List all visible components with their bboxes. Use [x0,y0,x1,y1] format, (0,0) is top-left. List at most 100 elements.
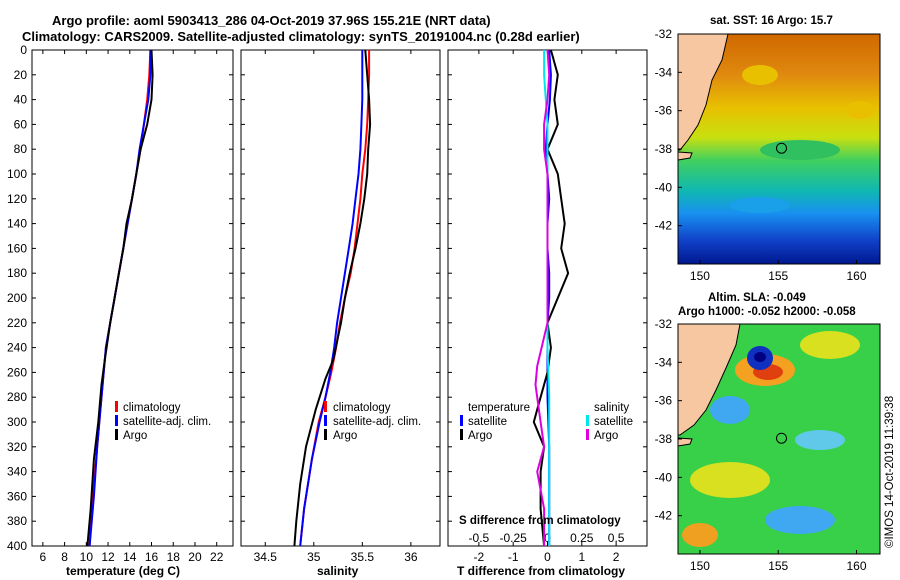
x-tick-label: 6 [40,550,47,564]
x-tick-label: 10 [80,550,94,564]
legend-label-argo: Argo [123,430,147,442]
x-tick-label: 1 [578,550,585,564]
map-y-tick-label: -34 [655,65,673,79]
series-line-argo [86,49,154,547]
temperature-axes: 0 20 40 60 80 100 120 140 160 180 200 220 240 260 280 3… [7,43,233,564]
legend-swatch-argo [115,429,118,440]
x-tick-label: 22 [210,550,224,564]
legend-label-satellite: satellite-adj. clim. [123,416,211,428]
legend-label-t-satellite: satellite [468,416,507,428]
legend-label-s-satellite: satellite [594,416,633,428]
x-tick-label: 20 [188,550,202,564]
map-x-tick-label: 150 [690,269,710,283]
y-tick-label: 100 [7,167,27,181]
series-line-t-argo [532,49,570,547]
sla-land [678,324,741,436]
argo-float-marker [776,432,788,444]
legend-swatch-satellite [324,415,327,426]
x-tick-label: 35.5 [351,550,375,564]
difference-xlabel: T difference from climatology [457,564,625,578]
sst-map-axes: -32 -34 -36 -38 -40 -42 150 155 160 [655,27,867,283]
y-tick-label: 320 [7,440,27,454]
y-tick-label: 360 [7,489,27,503]
legend-title-temperature: temperature [468,402,530,414]
sla-orange-patch [682,523,718,547]
temperature-series [86,49,154,547]
series-line-argo [293,49,372,547]
figure-title-line1: Argo profile: aoml 5903413_286 04-Oct-20… [52,13,491,28]
legend-swatch-climatology [115,401,118,412]
sla-land-tip [678,437,693,447]
map-y-tick-label: -40 [655,180,673,194]
s-tick-label: 0.25 [570,531,594,545]
y-tick-label: 80 [14,142,28,156]
x-tick-label: 18 [167,550,181,564]
y-tick-label: 180 [7,266,27,280]
argo-float-marker [776,142,788,154]
sla-blue-patch [765,506,835,534]
legend-swatch-climatology [324,401,327,412]
legend-swatch-argo [324,429,327,440]
legend-label-satellite: satellite-adj. clim. [333,416,421,428]
y-tick-label: 0 [20,43,27,57]
difference-legend: temperature satellite Argo salinity sate… [460,402,633,442]
x-tick-label: 0 [544,550,551,564]
sla-blue-patch [795,430,845,450]
y-tick-label: 200 [7,291,27,305]
legend-swatch-t-satellite [460,415,463,426]
x-tick-label: 8 [61,550,68,564]
y-tick-label: 160 [7,241,27,255]
legend-label-s-argo: Argo [594,430,618,442]
legend-label-argo: Argo [333,430,357,442]
legend-swatch-s-satellite [586,415,589,426]
y-tick-label: 260 [7,365,27,379]
sst-blue-patch [730,197,790,213]
legend-title-salinity: salinity [594,402,629,414]
y-tick-label: 340 [7,465,27,479]
y-tick-label: 60 [14,117,28,131]
map-y-tick-label: -32 [655,27,673,41]
temperature-legend: climatology satellite-adj. clim. Argo [115,401,211,442]
x-tick-label: 14 [123,550,137,564]
map-x-tick-label: 155 [768,269,788,283]
temperature-xlabel: temperature (deg C) [66,564,180,578]
s-tick-label: -0.5 [469,531,490,545]
temperature-plot-frame [31,49,234,547]
y-tick-label: 40 [14,93,28,107]
y-tick-label: 140 [7,217,27,231]
legend-swatch-s-argo [586,429,589,440]
y-tick-label: 220 [7,316,27,330]
s-tick-label: -0.25 [500,531,528,545]
sla-map-title2: Argo h1000: -0.052 h2000: -0.058 [678,306,856,318]
sla-map [678,324,880,554]
map-y-tick-label: -36 [655,104,673,118]
legend-swatch-satellite [115,415,118,426]
salinity-axes: 34.5 35 35.5 36 [241,49,440,564]
y-tick-label: 280 [7,390,27,404]
legend-label-climatology: climatology [333,402,391,414]
map-y-tick-label: -42 [655,219,673,233]
map-y-tick-label: -32 [655,317,673,331]
series-line-satellite-adj-clim- [299,50,364,547]
imos-credit: ©IMOS 14-Oct-2019 11:39:38 [884,396,896,548]
sst-land [678,34,729,151]
difference-series [532,49,570,547]
figure-title-line2: Climatology: CARS2009. Satellite-adjuste… [22,29,580,44]
salinity-series [293,49,372,547]
sla-map-axes: -32 -34 -36 -38 -40 -42 150 155 160 [655,317,867,573]
map-y-tick-label: -42 [655,509,673,523]
x-tick-label: 12 [101,550,115,564]
sst-map [678,34,880,264]
legend-label-climatology: climatology [123,402,181,414]
map-x-tick-label: 160 [846,559,866,573]
x-tick-label: 36 [404,550,418,564]
sst-warm-patch [742,65,778,85]
x-tick-label: 16 [145,550,159,564]
map-y-tick-label: -36 [655,394,673,408]
y-tick-label: 240 [7,341,27,355]
map-x-tick-label: 150 [690,559,710,573]
sst-warm-patch [846,101,874,119]
salinity-xlabel: salinity [317,564,359,578]
s-difference-label: S difference from climatology [459,515,621,527]
sla-yellow-patch [690,462,770,498]
